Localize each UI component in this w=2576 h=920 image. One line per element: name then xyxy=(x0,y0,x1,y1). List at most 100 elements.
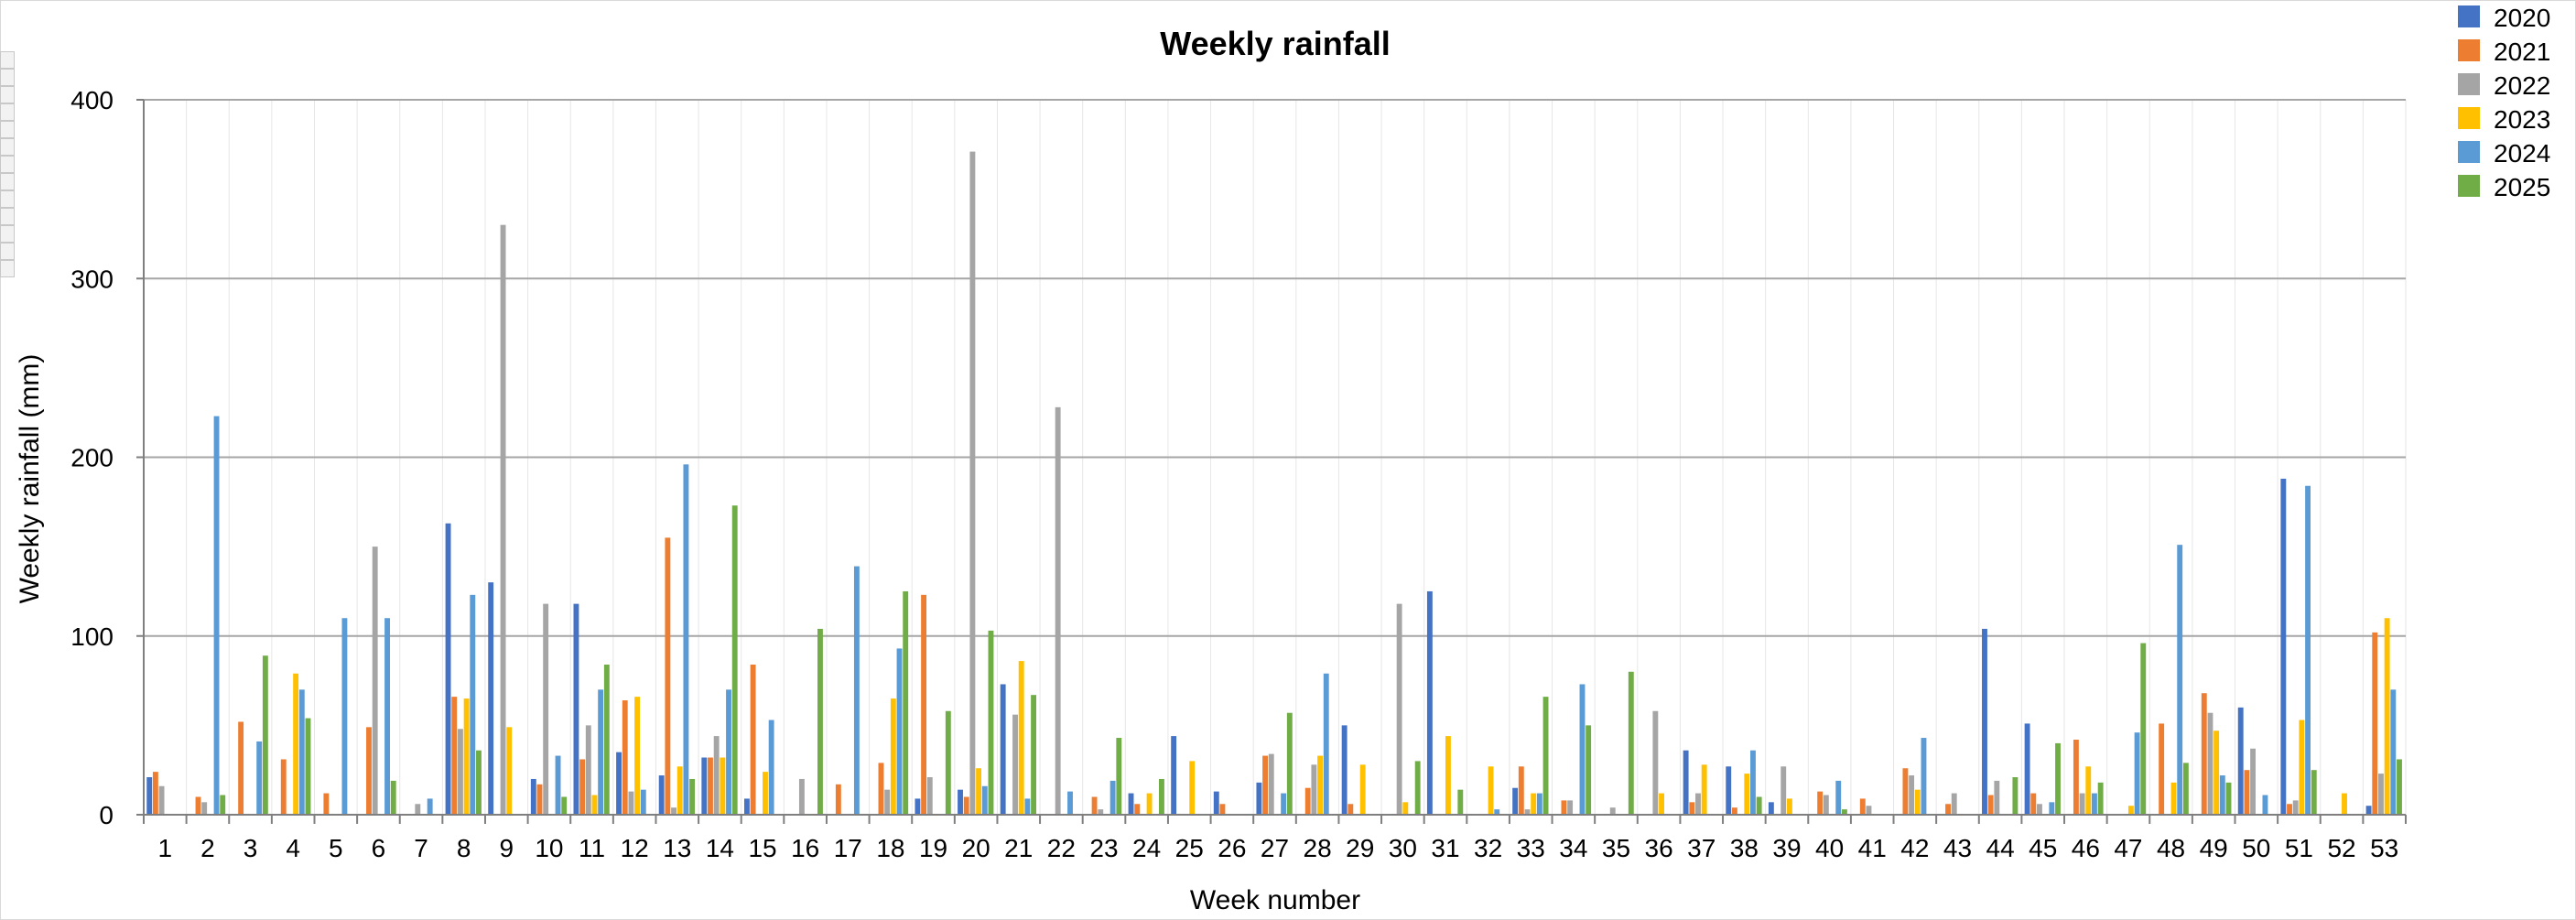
bar-2025-week-33 xyxy=(1542,697,1549,815)
bar-2023-week-15 xyxy=(763,772,768,815)
bar-2024-week-21 xyxy=(1024,798,1031,815)
bar-2022-week-39 xyxy=(1780,766,1787,815)
bar-2023-week-49 xyxy=(2213,731,2220,815)
bar-2023-week-12 xyxy=(634,697,641,815)
bar-2021-week-28 xyxy=(1304,787,1311,815)
bar-2023-week-9 xyxy=(506,727,513,815)
bar-2022-week-33 xyxy=(1524,809,1531,815)
bar-2020-week-29 xyxy=(1341,725,1348,816)
x-tick-label: 7 xyxy=(414,834,428,862)
bar-2020-week-8 xyxy=(445,523,451,815)
bar-2020-week-37 xyxy=(1683,750,1689,815)
bar-2022-week-14 xyxy=(713,736,720,815)
bar-2021-week-51 xyxy=(2287,804,2292,815)
bar-2022-week-11 xyxy=(585,725,591,816)
bar-2023-week-37 xyxy=(1701,764,1707,815)
bar-2024-week-49 xyxy=(2219,775,2225,815)
bar-2023-week-25 xyxy=(1189,761,1196,815)
bar-2020-week-15 xyxy=(743,798,750,815)
bar-2021-week-41 xyxy=(1859,798,1866,815)
bar-2025-week-40 xyxy=(1841,809,1847,815)
legend-swatch-2020 xyxy=(2458,5,2480,27)
bar-2022-week-18 xyxy=(884,789,891,815)
side-panel-stub xyxy=(0,173,15,190)
x-tick-label: 13 xyxy=(663,834,691,862)
bar-2025-week-2 xyxy=(220,795,226,815)
bar-2022-week-42 xyxy=(1909,775,1915,815)
bar-2024-week-2 xyxy=(213,416,220,815)
bar-2024-week-38 xyxy=(1750,750,1756,815)
legend-label-2022: 2022 xyxy=(2494,71,2550,100)
bar-2021-week-4 xyxy=(280,759,287,815)
x-tick-label: 45 xyxy=(2029,834,2057,862)
x-tick-label: 3 xyxy=(244,834,258,862)
bar-2020-week-1 xyxy=(146,777,153,815)
bar-2021-week-10 xyxy=(536,784,543,815)
x-tick-label: 27 xyxy=(1261,834,1289,862)
bar-2022-week-43 xyxy=(1951,793,1957,815)
bar-2022-week-20 xyxy=(969,151,976,815)
y-tick-label: 300 xyxy=(70,265,114,293)
bar-2021-week-33 xyxy=(1518,766,1524,815)
bar-2020-week-25 xyxy=(1171,736,1177,815)
bar-2023-week-53 xyxy=(2384,618,2390,815)
bar-2022-week-41 xyxy=(1866,806,1872,815)
bar-2023-week-29 xyxy=(1359,764,1366,815)
bar-2022-week-35 xyxy=(1609,807,1616,815)
bar-2021-week-3 xyxy=(238,721,244,815)
bar-2023-week-31 xyxy=(1445,736,1451,815)
x-tick-label: 8 xyxy=(457,834,471,862)
bar-2025-week-14 xyxy=(731,505,738,815)
bar-2024-week-50 xyxy=(2262,795,2268,815)
bar-2022-week-23 xyxy=(1098,809,1104,815)
x-tick-label: 26 xyxy=(1218,834,1246,862)
bar-2022-week-30 xyxy=(1396,603,1402,815)
bar-2022-week-50 xyxy=(2250,748,2257,815)
bar-2023-week-28 xyxy=(1317,755,1323,815)
bar-2025-week-53 xyxy=(2397,759,2402,815)
legend-swatch-2023 xyxy=(2458,107,2480,129)
bar-2022-week-10 xyxy=(543,603,549,815)
bar-2022-week-8 xyxy=(457,729,463,815)
bar-2022-week-51 xyxy=(2292,800,2299,815)
bar-2024-week-17 xyxy=(853,566,860,815)
bar-2024-week-4 xyxy=(298,689,305,815)
x-tick-label: 16 xyxy=(791,834,819,862)
x-tick-label: 44 xyxy=(1986,834,2015,862)
bar-2020-week-33 xyxy=(1512,787,1519,815)
bar-2020-week-39 xyxy=(1768,802,1774,815)
x-tick-label: 29 xyxy=(1346,834,1374,862)
bar-2024-week-53 xyxy=(2390,689,2397,815)
x-tick-label: 34 xyxy=(1559,834,1587,862)
bar-2021-week-15 xyxy=(750,664,756,815)
x-tick-label: 1 xyxy=(158,834,173,862)
bar-2021-week-12 xyxy=(622,700,628,815)
bar-2023-week-21 xyxy=(1018,661,1024,815)
bar-2024-week-48 xyxy=(2177,545,2183,815)
side-panel-stub xyxy=(0,103,15,121)
bar-2020-week-12 xyxy=(616,752,622,815)
bar-2024-week-27 xyxy=(1281,793,1287,815)
x-tick-label: 12 xyxy=(621,834,649,862)
bar-2023-week-36 xyxy=(1659,793,1664,815)
bar-2022-week-28 xyxy=(1311,764,1317,815)
bar-2020-week-10 xyxy=(530,778,536,815)
x-tick-label: 41 xyxy=(1858,834,1887,862)
bar-2021-week-27 xyxy=(1262,755,1269,815)
side-panel-stub xyxy=(0,138,15,156)
side-panel-stub xyxy=(0,225,15,243)
bar-2022-week-19 xyxy=(926,777,933,815)
bar-2022-week-2 xyxy=(201,802,208,815)
x-tick-label: 24 xyxy=(1132,834,1161,862)
x-tick-label: 38 xyxy=(1730,834,1759,862)
x-tick-label: 2 xyxy=(200,834,215,862)
x-tick-label: 5 xyxy=(329,834,343,862)
legend-label-2020: 2020 xyxy=(2494,4,2550,32)
bar-2025-week-20 xyxy=(988,630,994,815)
bar-2024-week-8 xyxy=(470,594,476,815)
bar-2021-week-18 xyxy=(878,763,884,815)
bar-2023-week-4 xyxy=(293,673,299,815)
bar-2025-week-21 xyxy=(1031,695,1037,815)
bar-2021-week-23 xyxy=(1091,796,1098,815)
bar-2022-week-37 xyxy=(1695,793,1701,815)
